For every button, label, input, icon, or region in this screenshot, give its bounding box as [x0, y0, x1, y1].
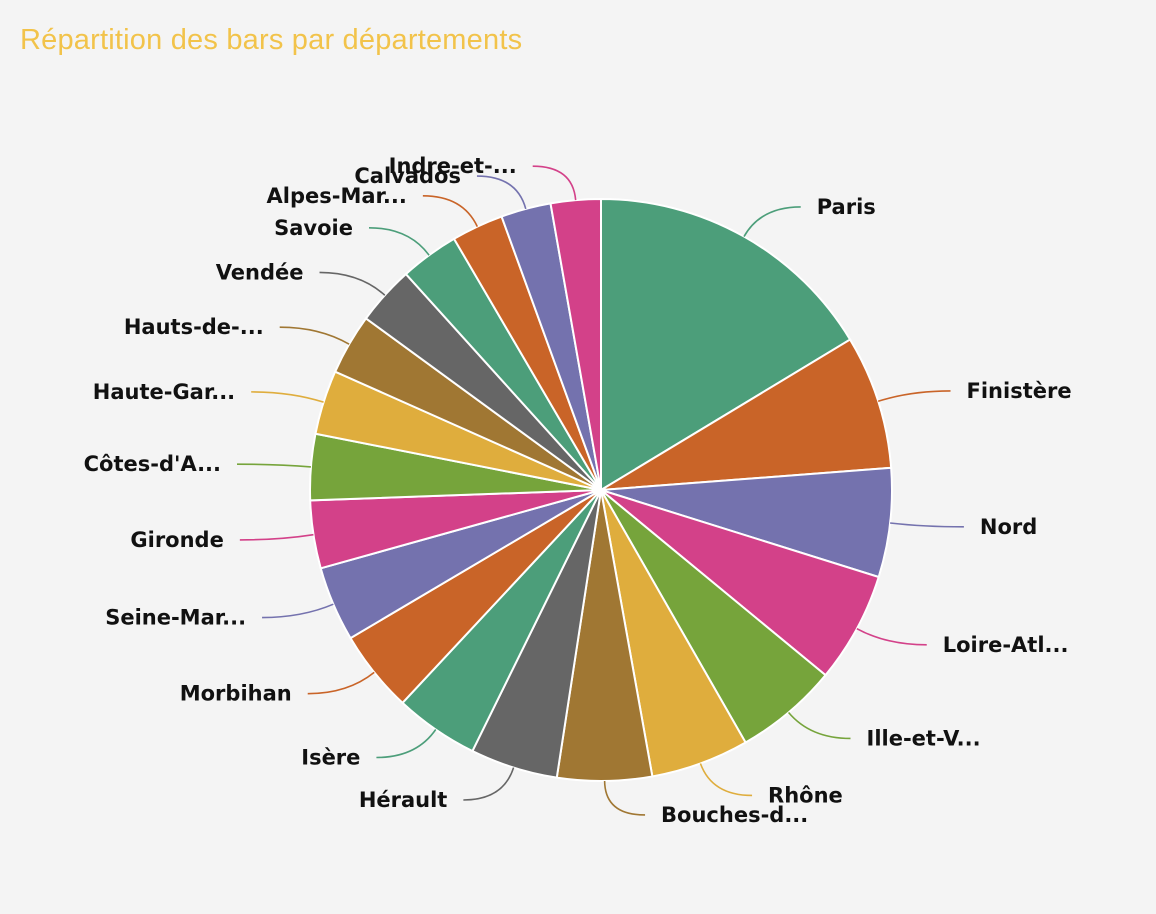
leader-line-rhone [699, 763, 753, 797]
slice-label-calvados: Calvados [354, 164, 461, 188]
pie-slices [309, 197, 893, 782]
slice-label-seine-mar: Seine-Mar... [105, 606, 246, 630]
slice-label-cotes-d-a: Côtes-d'A... [84, 452, 221, 476]
leader-line-loire-atl [856, 627, 927, 646]
leader-line-finistere [877, 390, 951, 403]
slice-label-nord: Nord [980, 515, 1037, 539]
slice-labels: Paris Finistère Nord Loire-Atl... Ille-et-V.… [84, 154, 1072, 827]
slice-label-indre-et: Indre-et-... [389, 154, 517, 178]
leader-line-ille-et-v [787, 711, 851, 740]
slice-label-vendee: Vendée [216, 260, 304, 284]
leader-line-haute-gar [251, 391, 324, 403]
slice-label-isere: Isère [301, 745, 360, 769]
leader-line-savoie [368, 226, 430, 256]
leader-line-gironde [239, 533, 314, 541]
slice-label-finistere: Finistère [967, 379, 1072, 403]
slice-label-morbihan: Morbihan [180, 682, 292, 706]
slice-label-haute-gar: Haute-Gar... [93, 380, 235, 404]
leader-line-morbihan [307, 671, 375, 695]
leader-line-paris [743, 206, 801, 237]
slice-label-bouches-d: Bouches-d... [661, 803, 808, 827]
leader-line-isere [376, 729, 437, 759]
slice-label-rhone: Rhône [768, 783, 843, 807]
leader-line-bouches-d [603, 780, 646, 816]
leader-line-seine-mar [262, 603, 334, 619]
slice-label-ille-et-v: Ille-et-V... [867, 726, 981, 750]
slice-label-alpes-mar: Alpes-Mar... [267, 184, 407, 208]
leader-line-hauts-de [279, 326, 350, 345]
leader-line-cotes-d-a [237, 463, 311, 468]
pie-slice-paris[interactable] [600, 197, 852, 492]
chart-title: Répartition des bars par départements [20, 24, 523, 56]
leader-line-calvados [476, 175, 527, 210]
label-leader-lines [237, 165, 964, 816]
slice-label-gironde: Gironde [130, 528, 223, 552]
pie-slice-finistere[interactable] [600, 338, 893, 491]
leader-line-indre-et [532, 165, 577, 201]
leader-line-alpes-mar [422, 195, 479, 227]
slice-label-savoie: Savoie [274, 216, 353, 240]
slice-label-hauts-de: Hauts-de-... [124, 315, 264, 339]
leader-line-nord [890, 522, 964, 528]
slice-label-loire-atl: Loire-Atl... [943, 633, 1069, 657]
slice-label-paris: Paris [817, 195, 876, 219]
slice-label-herault: Hérault [359, 788, 448, 812]
leader-line-vendee [319, 271, 386, 296]
leader-line-herault [463, 767, 515, 801]
